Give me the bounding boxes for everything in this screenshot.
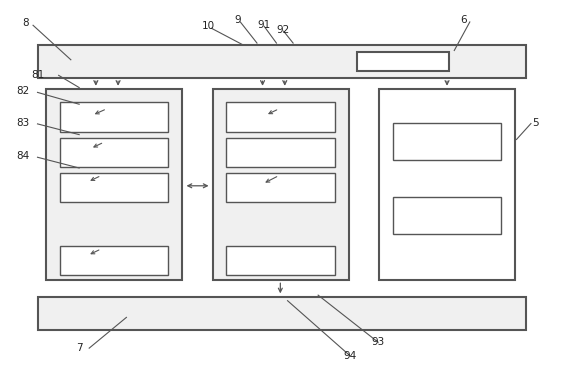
Bar: [46, 89, 182, 280]
Bar: [60, 173, 168, 202]
Bar: [38, 45, 526, 78]
Text: 6: 6: [460, 15, 466, 25]
Text: 5: 5: [532, 118, 539, 128]
Text: 82: 82: [16, 86, 30, 96]
Text: 92: 92: [276, 25, 290, 35]
Text: 91: 91: [257, 20, 270, 30]
Bar: [393, 123, 501, 160]
Bar: [226, 173, 335, 202]
Text: 84: 84: [16, 151, 30, 161]
Bar: [60, 246, 168, 276]
Bar: [226, 102, 335, 132]
Text: 10: 10: [201, 21, 214, 31]
Text: 7: 7: [76, 343, 83, 353]
Text: 93: 93: [371, 337, 384, 347]
Text: 8: 8: [22, 18, 29, 28]
Bar: [60, 138, 168, 167]
Bar: [357, 52, 449, 71]
Text: 94: 94: [343, 351, 356, 360]
Bar: [60, 102, 168, 132]
Bar: [226, 138, 335, 167]
Bar: [226, 246, 335, 276]
Bar: [379, 89, 515, 280]
Text: 83: 83: [16, 118, 30, 128]
Text: 81: 81: [31, 70, 44, 80]
Bar: [38, 297, 526, 330]
Bar: [213, 89, 349, 280]
Bar: [393, 197, 501, 234]
Text: 9: 9: [235, 15, 241, 25]
